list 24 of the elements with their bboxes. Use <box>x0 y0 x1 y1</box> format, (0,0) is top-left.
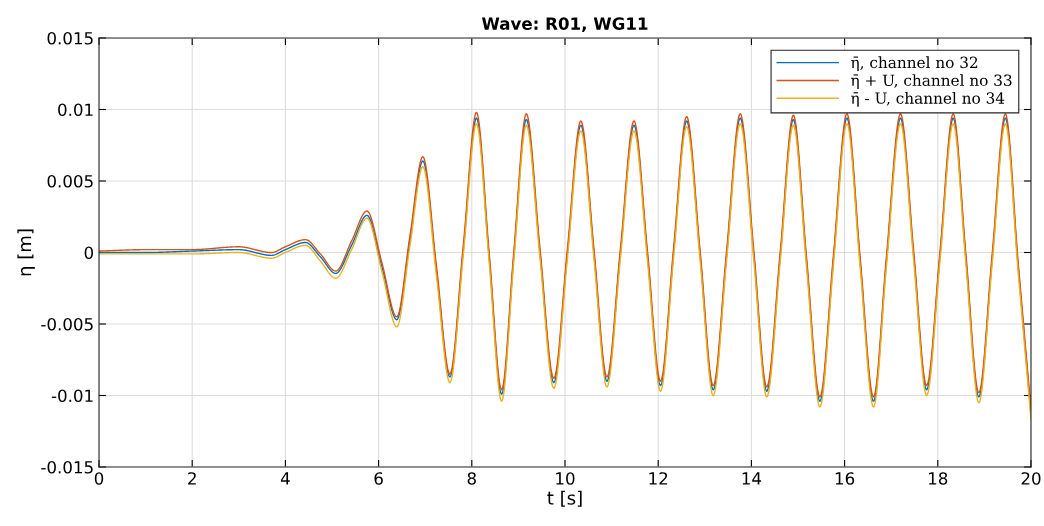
chart-title: Wave: R01, WG11 <box>481 17 648 33</box>
x-tick-label: 10 <box>556 472 575 485</box>
y-axis-title: η [m] <box>17 229 35 276</box>
y-tick-label: -0.005 <box>41 317 93 331</box>
x-tick-label: 2 <box>188 472 196 485</box>
x-axis-title: t [s] <box>547 490 582 507</box>
legend-label: η̄ - U, channel no 34 <box>851 92 1005 107</box>
y-tick-label: -0.01 <box>51 389 93 403</box>
x-tick-label: 16 <box>835 472 855 485</box>
y-tick-label: -0.015 <box>41 460 93 474</box>
x-tick-label: 20 <box>1021 472 1041 485</box>
legend-label: η̄, channel no 32 <box>851 56 978 72</box>
x-tick-label: 6 <box>374 472 383 485</box>
x-tick-label: 0 <box>94 472 104 485</box>
y-tick-label: 0.015 <box>47 31 93 45</box>
x-tick-label: 18 <box>929 472 948 485</box>
x-tick-label: 14 <box>742 472 762 485</box>
legend-label: η̄ + U, channel no 33 <box>851 74 1012 89</box>
y-tick-label: 0 <box>84 246 94 260</box>
x-tick-label: 12 <box>649 472 668 485</box>
y-tick-label: 0.01 <box>58 103 93 117</box>
x-tick-label: 8 <box>467 472 476 485</box>
x-tick-label: 4 <box>280 472 290 485</box>
y-tick-label: 0.005 <box>47 174 93 188</box>
